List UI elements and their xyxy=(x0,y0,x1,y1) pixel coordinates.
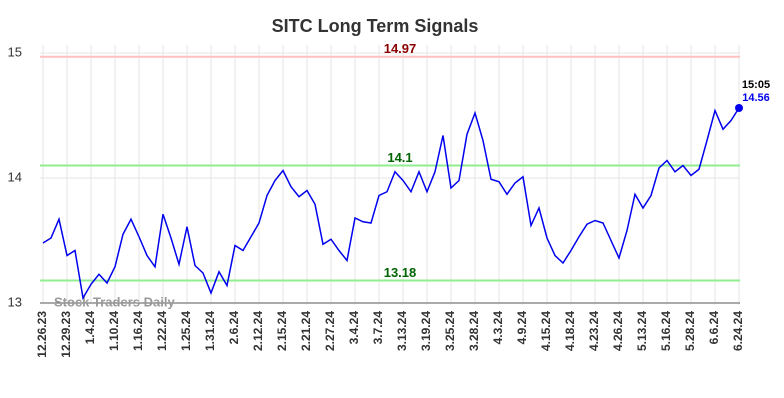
x-tick-label: 4.18.24 xyxy=(563,311,577,351)
x-tick-label: 1.4.24 xyxy=(83,311,97,345)
x-tick-label: 4.9.24 xyxy=(515,311,529,345)
x-tick-label: 3.28.24 xyxy=(467,311,481,351)
signal-label: 13.18 xyxy=(384,265,417,280)
x-tick-label: 4.26.24 xyxy=(611,311,625,351)
x-tick-label: 3.19.24 xyxy=(419,311,433,351)
x-tick-label: 1.31.24 xyxy=(203,311,217,351)
x-tick-label: 5.13.24 xyxy=(635,311,649,351)
last-value: 14.56 xyxy=(742,92,770,104)
x-tick-label: 5.28.24 xyxy=(683,311,697,351)
x-tick-label: 2.12.24 xyxy=(251,311,265,351)
x-tick-label: 1.16.24 xyxy=(131,311,145,351)
x-tick-label: 4.15.24 xyxy=(539,311,553,351)
signal-label: 14.97 xyxy=(384,41,417,56)
signal-label: 14.1 xyxy=(387,150,412,165)
y-tick-label: 14 xyxy=(8,169,22,184)
x-tick-label: 5.16.24 xyxy=(659,311,673,351)
x-tick-label: 4.3.24 xyxy=(491,311,505,345)
x-tick-label: 3.13.24 xyxy=(395,311,409,351)
x-tick-label: 1.25.24 xyxy=(179,311,193,351)
x-tick-label: 1.10.24 xyxy=(107,311,121,351)
chart-title: SITC Long Term Signals xyxy=(272,16,479,36)
last-time: 15:05 xyxy=(742,79,770,91)
x-tick-label: 2.15.24 xyxy=(275,311,289,351)
x-tick-label: 12.29.23 xyxy=(59,311,73,358)
y-tick-label: 15 xyxy=(8,44,22,59)
x-tick-label: 6.24.24 xyxy=(731,311,745,351)
x-tick-label: 3.25.24 xyxy=(443,311,457,351)
last-point xyxy=(735,104,743,112)
x-tick-label: 2.27.24 xyxy=(323,311,337,351)
x-tick-label: 2.6.24 xyxy=(227,311,241,345)
x-tick-label: 12.26.23 xyxy=(35,311,49,358)
x-tick-label: 6.6.24 xyxy=(707,311,721,345)
x-tick-label: 1.22.24 xyxy=(155,311,169,351)
x-tick-label: 2.21.24 xyxy=(299,311,313,351)
watermark: Stock Traders Daily xyxy=(54,294,175,309)
x-tick-label: 3.4.24 xyxy=(347,311,361,345)
x-tick-label: 3.7.24 xyxy=(371,311,385,345)
price-line xyxy=(42,107,740,301)
x-tick-label: 4.23.24 xyxy=(587,311,601,351)
y-tick-label: 13 xyxy=(8,294,22,309)
